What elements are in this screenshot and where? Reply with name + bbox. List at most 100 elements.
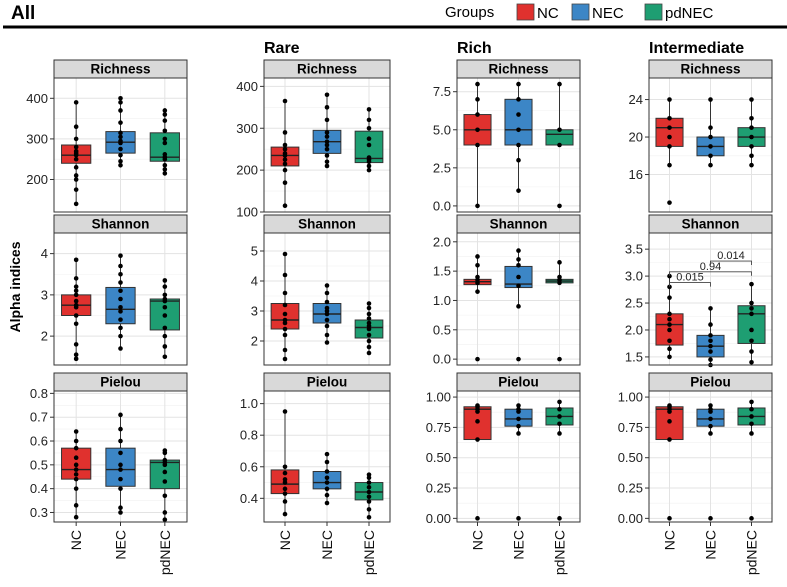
y-tick-label: 300 <box>236 121 258 136</box>
data-point <box>324 163 330 169</box>
data-point <box>557 414 562 419</box>
data-point <box>557 399 562 405</box>
data-point <box>162 479 168 484</box>
data-point <box>118 309 123 314</box>
data-point <box>73 302 79 308</box>
data-point <box>118 346 123 351</box>
panel-border-intermediate-richness <box>648 77 773 213</box>
y-tick-label: 400 <box>26 91 48 106</box>
panel-strip-label-rare-richness: Richness <box>297 62 357 77</box>
panel-strip-label-all-shannon: Shannon <box>92 217 150 232</box>
data-point <box>667 125 672 130</box>
data-point <box>324 146 330 152</box>
data-point <box>708 322 713 327</box>
data-point <box>324 299 330 305</box>
data-point <box>749 281 754 287</box>
data-point <box>475 356 480 362</box>
data-point <box>118 510 123 515</box>
data-point <box>324 159 330 165</box>
data-point <box>118 271 123 277</box>
box-nec <box>504 248 533 362</box>
data-point <box>73 177 79 182</box>
data-point <box>324 340 330 345</box>
data-point <box>366 480 372 485</box>
data-point <box>516 283 521 289</box>
data-point <box>73 356 79 362</box>
data-point <box>324 500 330 506</box>
data-point <box>73 429 79 434</box>
data-point <box>282 317 288 323</box>
data-point <box>73 288 79 294</box>
data-point <box>475 262 480 268</box>
y-tick-label: 0.4 <box>30 481 48 496</box>
data-point <box>73 438 79 444</box>
data-point <box>73 144 79 150</box>
x-tick-label-nc: NC <box>662 530 678 550</box>
box-body-pdnec <box>737 305 766 344</box>
panel-rare-richness: Richness 100 200 300 400 <box>236 59 391 220</box>
legend-swatch-nc <box>516 3 535 21</box>
x-tick-label-pdnec: pdNEC <box>361 530 377 575</box>
data-point <box>118 288 123 294</box>
data-point <box>708 97 713 102</box>
data-point <box>162 510 168 515</box>
y-tick-label: 5 <box>251 244 258 259</box>
data-point <box>667 284 672 290</box>
data-point <box>516 142 521 148</box>
box-pdnec <box>737 97 766 168</box>
y-tick-label: 1.5 <box>625 349 643 364</box>
data-point <box>73 445 79 451</box>
significance-nc-nec: 0.015 <box>669 272 711 287</box>
y-tick-label: 0.00 <box>426 511 451 526</box>
data-point <box>366 316 372 321</box>
data-point <box>667 419 672 424</box>
data-point <box>324 130 330 135</box>
panel-rich-shannon: Shannon 0.0 0.5 1.0 1.5 2.0 <box>433 214 581 367</box>
legend-label-pdnec: pdNEC <box>665 5 714 22</box>
y-tick-label: 0.7 <box>30 410 48 425</box>
data-point <box>324 305 330 311</box>
panel-strip-label-all-pielou: Pielou <box>100 375 141 390</box>
data-point <box>667 144 672 149</box>
data-point <box>708 406 713 412</box>
box-nec <box>312 283 342 345</box>
data-point <box>324 134 330 139</box>
data-point <box>282 470 288 476</box>
data-point <box>708 333 713 338</box>
figure-title: All <box>11 3 35 24</box>
data-point <box>667 516 672 521</box>
data-point <box>73 292 79 298</box>
y-tick-label: 3.0 <box>625 269 643 284</box>
data-point <box>557 142 562 148</box>
data-point <box>475 81 480 87</box>
box-nc <box>463 403 492 521</box>
data-point <box>118 486 123 491</box>
data-point <box>749 327 754 333</box>
data-point <box>118 467 123 472</box>
data-point <box>282 290 288 296</box>
box-pdnec <box>737 399 766 521</box>
box-pdnec <box>737 281 766 365</box>
data-point <box>73 124 79 130</box>
y-tick-label: 0.8 <box>240 428 258 443</box>
data-point <box>366 344 372 350</box>
data-point <box>749 125 754 130</box>
data-point <box>475 112 480 117</box>
data-point <box>162 108 168 113</box>
data-point <box>324 492 330 498</box>
data-point <box>282 311 288 317</box>
data-point <box>366 125 372 131</box>
data-point <box>282 477 288 482</box>
significance-bracket <box>669 271 752 276</box>
box-pdnec <box>149 448 180 522</box>
data-point <box>366 484 372 490</box>
box-nec <box>312 92 342 169</box>
box-nc <box>270 98 300 209</box>
y-tick-label: 300 <box>26 131 48 146</box>
box-pdnec <box>545 399 574 521</box>
box-nc <box>463 254 492 362</box>
data-point <box>667 200 672 205</box>
data-point <box>366 475 372 481</box>
data-point <box>366 489 372 495</box>
data-point <box>282 180 288 185</box>
